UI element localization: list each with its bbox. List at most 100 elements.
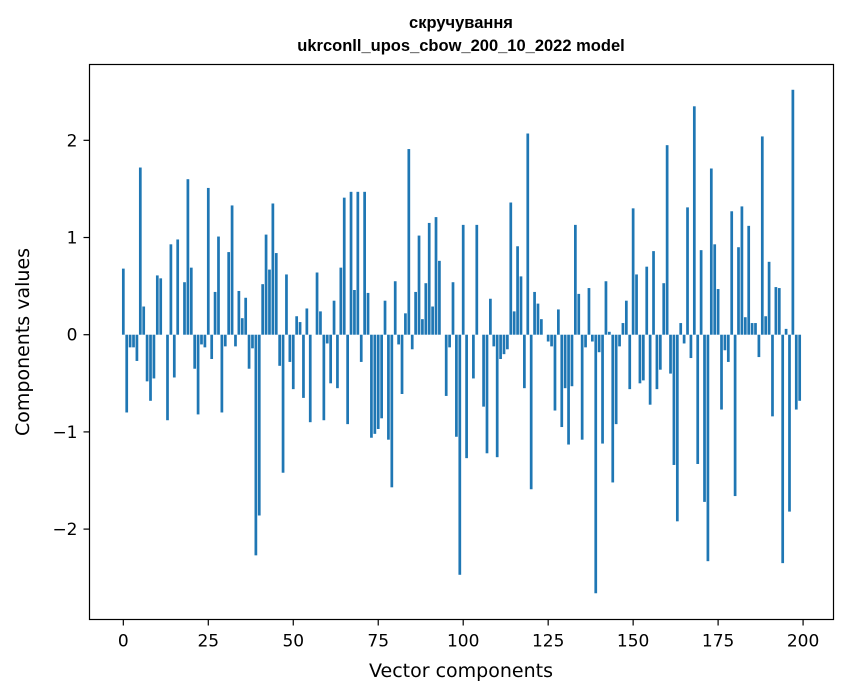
bar-82 xyxy=(400,334,404,394)
bar-53 xyxy=(302,334,305,398)
bar-161 xyxy=(669,334,672,374)
bar-1 xyxy=(125,334,129,413)
bar-166 xyxy=(686,207,689,335)
bar-60 xyxy=(325,334,329,344)
bar-175 xyxy=(716,289,720,335)
bar-32 xyxy=(230,205,234,335)
bar-64 xyxy=(339,267,343,335)
bar-68 xyxy=(353,290,356,335)
bar-95 xyxy=(444,334,448,396)
bar-104 xyxy=(475,224,479,335)
bar-67 xyxy=(349,191,353,335)
y-axis-ticks: −2 −1 0 1 2 xyxy=(52,131,90,540)
bar-192 xyxy=(774,287,778,335)
bar-115 xyxy=(512,311,516,335)
bar-165 xyxy=(682,334,686,344)
x-tick-label: 200 xyxy=(787,632,819,652)
x-tick-label: 75 xyxy=(367,632,389,652)
bar-2 xyxy=(128,334,132,348)
bar-125 xyxy=(546,334,550,342)
x-tick-label: 0 xyxy=(118,632,129,652)
bar-21 xyxy=(193,334,197,369)
bar-143 xyxy=(607,331,611,335)
bar-71 xyxy=(363,191,366,335)
bar-38 xyxy=(251,334,254,349)
bar-157 xyxy=(655,334,659,390)
bar-159 xyxy=(662,283,666,335)
bar-23 xyxy=(200,334,203,345)
bar-188 xyxy=(760,136,764,335)
bar-88 xyxy=(421,319,424,335)
bar-81 xyxy=(397,334,400,345)
y-tick-label: 0 xyxy=(67,326,78,346)
bar-43 xyxy=(268,269,271,335)
bar-160 xyxy=(665,145,669,335)
bar-58 xyxy=(319,311,322,335)
bar-80 xyxy=(393,281,397,335)
bar-163 xyxy=(675,334,679,522)
bar-187 xyxy=(757,334,761,358)
bar-15 xyxy=(172,334,176,378)
bar-107 xyxy=(485,334,489,454)
bar-189 xyxy=(764,316,768,335)
bar-69 xyxy=(356,191,360,335)
bar-54 xyxy=(305,308,309,335)
bar-169 xyxy=(696,334,700,464)
bar-180 xyxy=(733,334,737,497)
y-axis-label: Components values xyxy=(12,248,34,436)
bar-27 xyxy=(213,291,217,335)
bar-13 xyxy=(166,334,169,421)
bar-72 xyxy=(366,292,370,335)
bar-116 xyxy=(516,246,519,335)
bar-24 xyxy=(203,334,207,348)
bar-6 xyxy=(142,306,146,335)
bar-46 xyxy=(278,334,282,366)
bar-197 xyxy=(791,89,795,335)
bar-150 xyxy=(631,208,635,335)
bar-85 xyxy=(410,334,414,350)
bar-133 xyxy=(574,224,577,335)
bar-195 xyxy=(784,328,788,335)
bar-106 xyxy=(482,334,485,407)
bar-98 xyxy=(455,334,458,437)
bar-34 xyxy=(237,290,241,335)
bar-48 xyxy=(285,274,288,335)
bar-45 xyxy=(274,253,278,335)
bar-148 xyxy=(624,300,628,335)
bar-136 xyxy=(584,334,587,348)
bar-170 xyxy=(699,250,703,335)
bar-97 xyxy=(451,282,455,335)
bar-73 xyxy=(370,334,373,438)
bar-47 xyxy=(281,334,285,473)
bar-172 xyxy=(706,334,710,562)
bar-93 xyxy=(438,260,441,335)
x-axis-ticks: 0 25 50 75 100 125 150 175 200 xyxy=(118,619,819,652)
bar-29 xyxy=(220,334,224,413)
bar-130 xyxy=(563,334,567,389)
bar-61 xyxy=(329,334,333,384)
bar-52 xyxy=(298,322,302,335)
bar-142 xyxy=(604,281,608,335)
bar-63 xyxy=(336,334,339,389)
x-tick-label: 100 xyxy=(447,632,479,652)
bar-123 xyxy=(540,319,543,335)
bar-33 xyxy=(234,334,237,347)
bar-14 xyxy=(169,244,173,335)
bar-7 xyxy=(145,334,149,382)
y-tick-label: −1 xyxy=(52,423,77,443)
bar-26 xyxy=(210,334,214,360)
bar-76 xyxy=(380,334,383,419)
bar-154 xyxy=(645,266,649,335)
bar-171 xyxy=(703,334,706,502)
bar-5 xyxy=(138,167,142,335)
bar-19 xyxy=(186,179,190,335)
bar-40 xyxy=(257,334,261,516)
bar-191 xyxy=(771,334,774,417)
bar-78 xyxy=(387,334,390,440)
bar-103 xyxy=(472,334,475,379)
bar-0 xyxy=(121,268,125,335)
bar-168 xyxy=(692,106,696,335)
bar-135 xyxy=(580,334,584,440)
bar-174 xyxy=(713,244,717,335)
bar-20 xyxy=(189,267,193,335)
